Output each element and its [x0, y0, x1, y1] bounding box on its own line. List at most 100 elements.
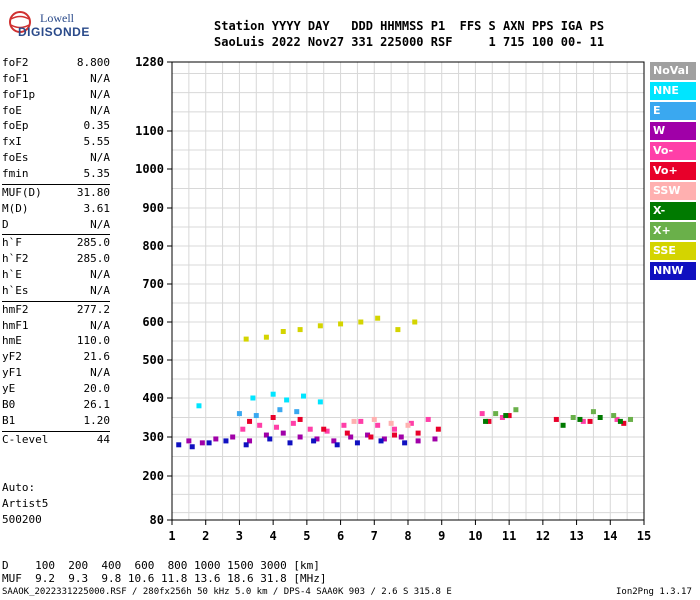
y-tick-label: 80 [150, 513, 164, 527]
param-value: 285.0 [76, 236, 110, 250]
footer-file-info: SAAOK_2022331225000.RSF / 280fx256h 50 k… [2, 587, 452, 597]
x-tick-label: 14 [603, 529, 617, 543]
footer-version: Ion2Png 1.3.17 [616, 587, 692, 597]
echo-point [621, 420, 627, 426]
echo-point [415, 438, 421, 444]
x-tick-label: 8 [404, 529, 411, 543]
lowell-digisonde-logo: Lowell DIGISONDE [6, 6, 116, 46]
param-value: N/A [90, 283, 110, 297]
echo-point [577, 416, 583, 422]
echo-point [560, 422, 566, 428]
x-tick-label: 9 [438, 529, 445, 543]
echo-point [270, 415, 276, 420]
param-value: N/A [90, 318, 110, 332]
param-value: 5.35 [83, 166, 111, 180]
echo-point [307, 426, 313, 432]
echo-point [317, 323, 323, 329]
param-row: hmE 110.0 [2, 334, 110, 350]
param-label: h`Es [2, 283, 29, 297]
param-separator [2, 430, 110, 432]
echo-point [368, 434, 374, 440]
y-tick-label: 900 [142, 201, 164, 215]
echo-point [493, 411, 499, 417]
echo-point [270, 391, 276, 397]
echo-point [213, 436, 219, 442]
param-value: N/A [90, 268, 110, 282]
x-tick-label: 3 [236, 529, 243, 543]
echo-point [240, 426, 246, 432]
echo-point [236, 411, 242, 417]
echo-point [425, 416, 431, 422]
echo-point [378, 438, 384, 444]
echo-point [223, 438, 229, 444]
logo-line2: DIGISONDE [18, 25, 90, 39]
echo-point [348, 434, 354, 440]
legend-item: NNE [650, 82, 696, 100]
echo-point [590, 409, 596, 415]
param-row: foEp 0.35 [2, 119, 110, 135]
echo-point [344, 430, 350, 436]
echo-point [199, 440, 205, 446]
echo-point [300, 393, 306, 399]
param-label: yF2 [2, 350, 22, 364]
y-tick-label: 600 [142, 315, 164, 329]
legend-item: Vo+ [650, 162, 696, 180]
echo-point [311, 438, 317, 444]
echo-point [388, 420, 394, 426]
param-value: 3.61 [83, 201, 111, 215]
x-tick-label: 10 [468, 529, 482, 543]
echo-point [392, 426, 398, 432]
param-value: 285.0 [76, 252, 110, 266]
param-value: 21.6 [83, 350, 111, 364]
param-label: foE [2, 103, 22, 117]
echo-point [196, 403, 202, 409]
autoscaling-line2: Artist5 [2, 497, 49, 510]
echo-point [371, 416, 377, 422]
autoscaling-line1: Auto: [2, 481, 36, 494]
x-tick-label: 11 [502, 529, 516, 543]
param-row: h`F2 285.0 [2, 252, 110, 268]
x-tick-label: 5 [303, 529, 310, 543]
echo-point [317, 399, 323, 405]
echo-point [354, 440, 360, 446]
x-tick-label: 13 [569, 529, 583, 543]
param-row: B0 26.1 [2, 398, 110, 414]
echo-point [341, 422, 347, 428]
param-label: D [2, 217, 9, 231]
param-value: 31.80 [76, 185, 110, 199]
param-row: MUF(D) 31.80 [2, 186, 110, 202]
param-label: C-level [2, 432, 49, 446]
echo-point [402, 440, 408, 446]
echo-point [297, 434, 303, 440]
echo-point [375, 315, 381, 321]
y-tick-label: 500 [142, 353, 164, 367]
param-row: foE N/A [2, 104, 110, 120]
param-label: MUF(D) [2, 185, 42, 199]
param-row: h`Es N/A [2, 284, 110, 300]
echo-point [294, 409, 300, 415]
echo-point [280, 430, 286, 436]
echo-point [499, 415, 505, 420]
legend-item: SSE [650, 242, 696, 260]
param-label: foEp [2, 119, 29, 133]
echo-point [628, 416, 634, 422]
y-tick-label: 200 [142, 469, 164, 483]
y-tick-label: 1100 [135, 124, 164, 138]
echo-point [351, 418, 357, 424]
x-tick-label: 15 [637, 529, 651, 543]
echo-point [395, 327, 401, 333]
y-tick-label: 1000 [135, 162, 164, 176]
param-row: D N/A [2, 218, 110, 234]
param-label: fxI [2, 135, 22, 149]
param-row: hmF1 N/A [2, 319, 110, 335]
globe-icon [9, 11, 31, 33]
echo-point [280, 329, 286, 334]
legend-item: NNW [650, 262, 696, 280]
y-tick-label: 300 [142, 430, 164, 444]
echo-point [553, 416, 559, 422]
echo-point [432, 436, 438, 442]
echo-point [479, 411, 485, 417]
param-label: foF1 [2, 71, 29, 85]
echo-point [277, 407, 283, 413]
